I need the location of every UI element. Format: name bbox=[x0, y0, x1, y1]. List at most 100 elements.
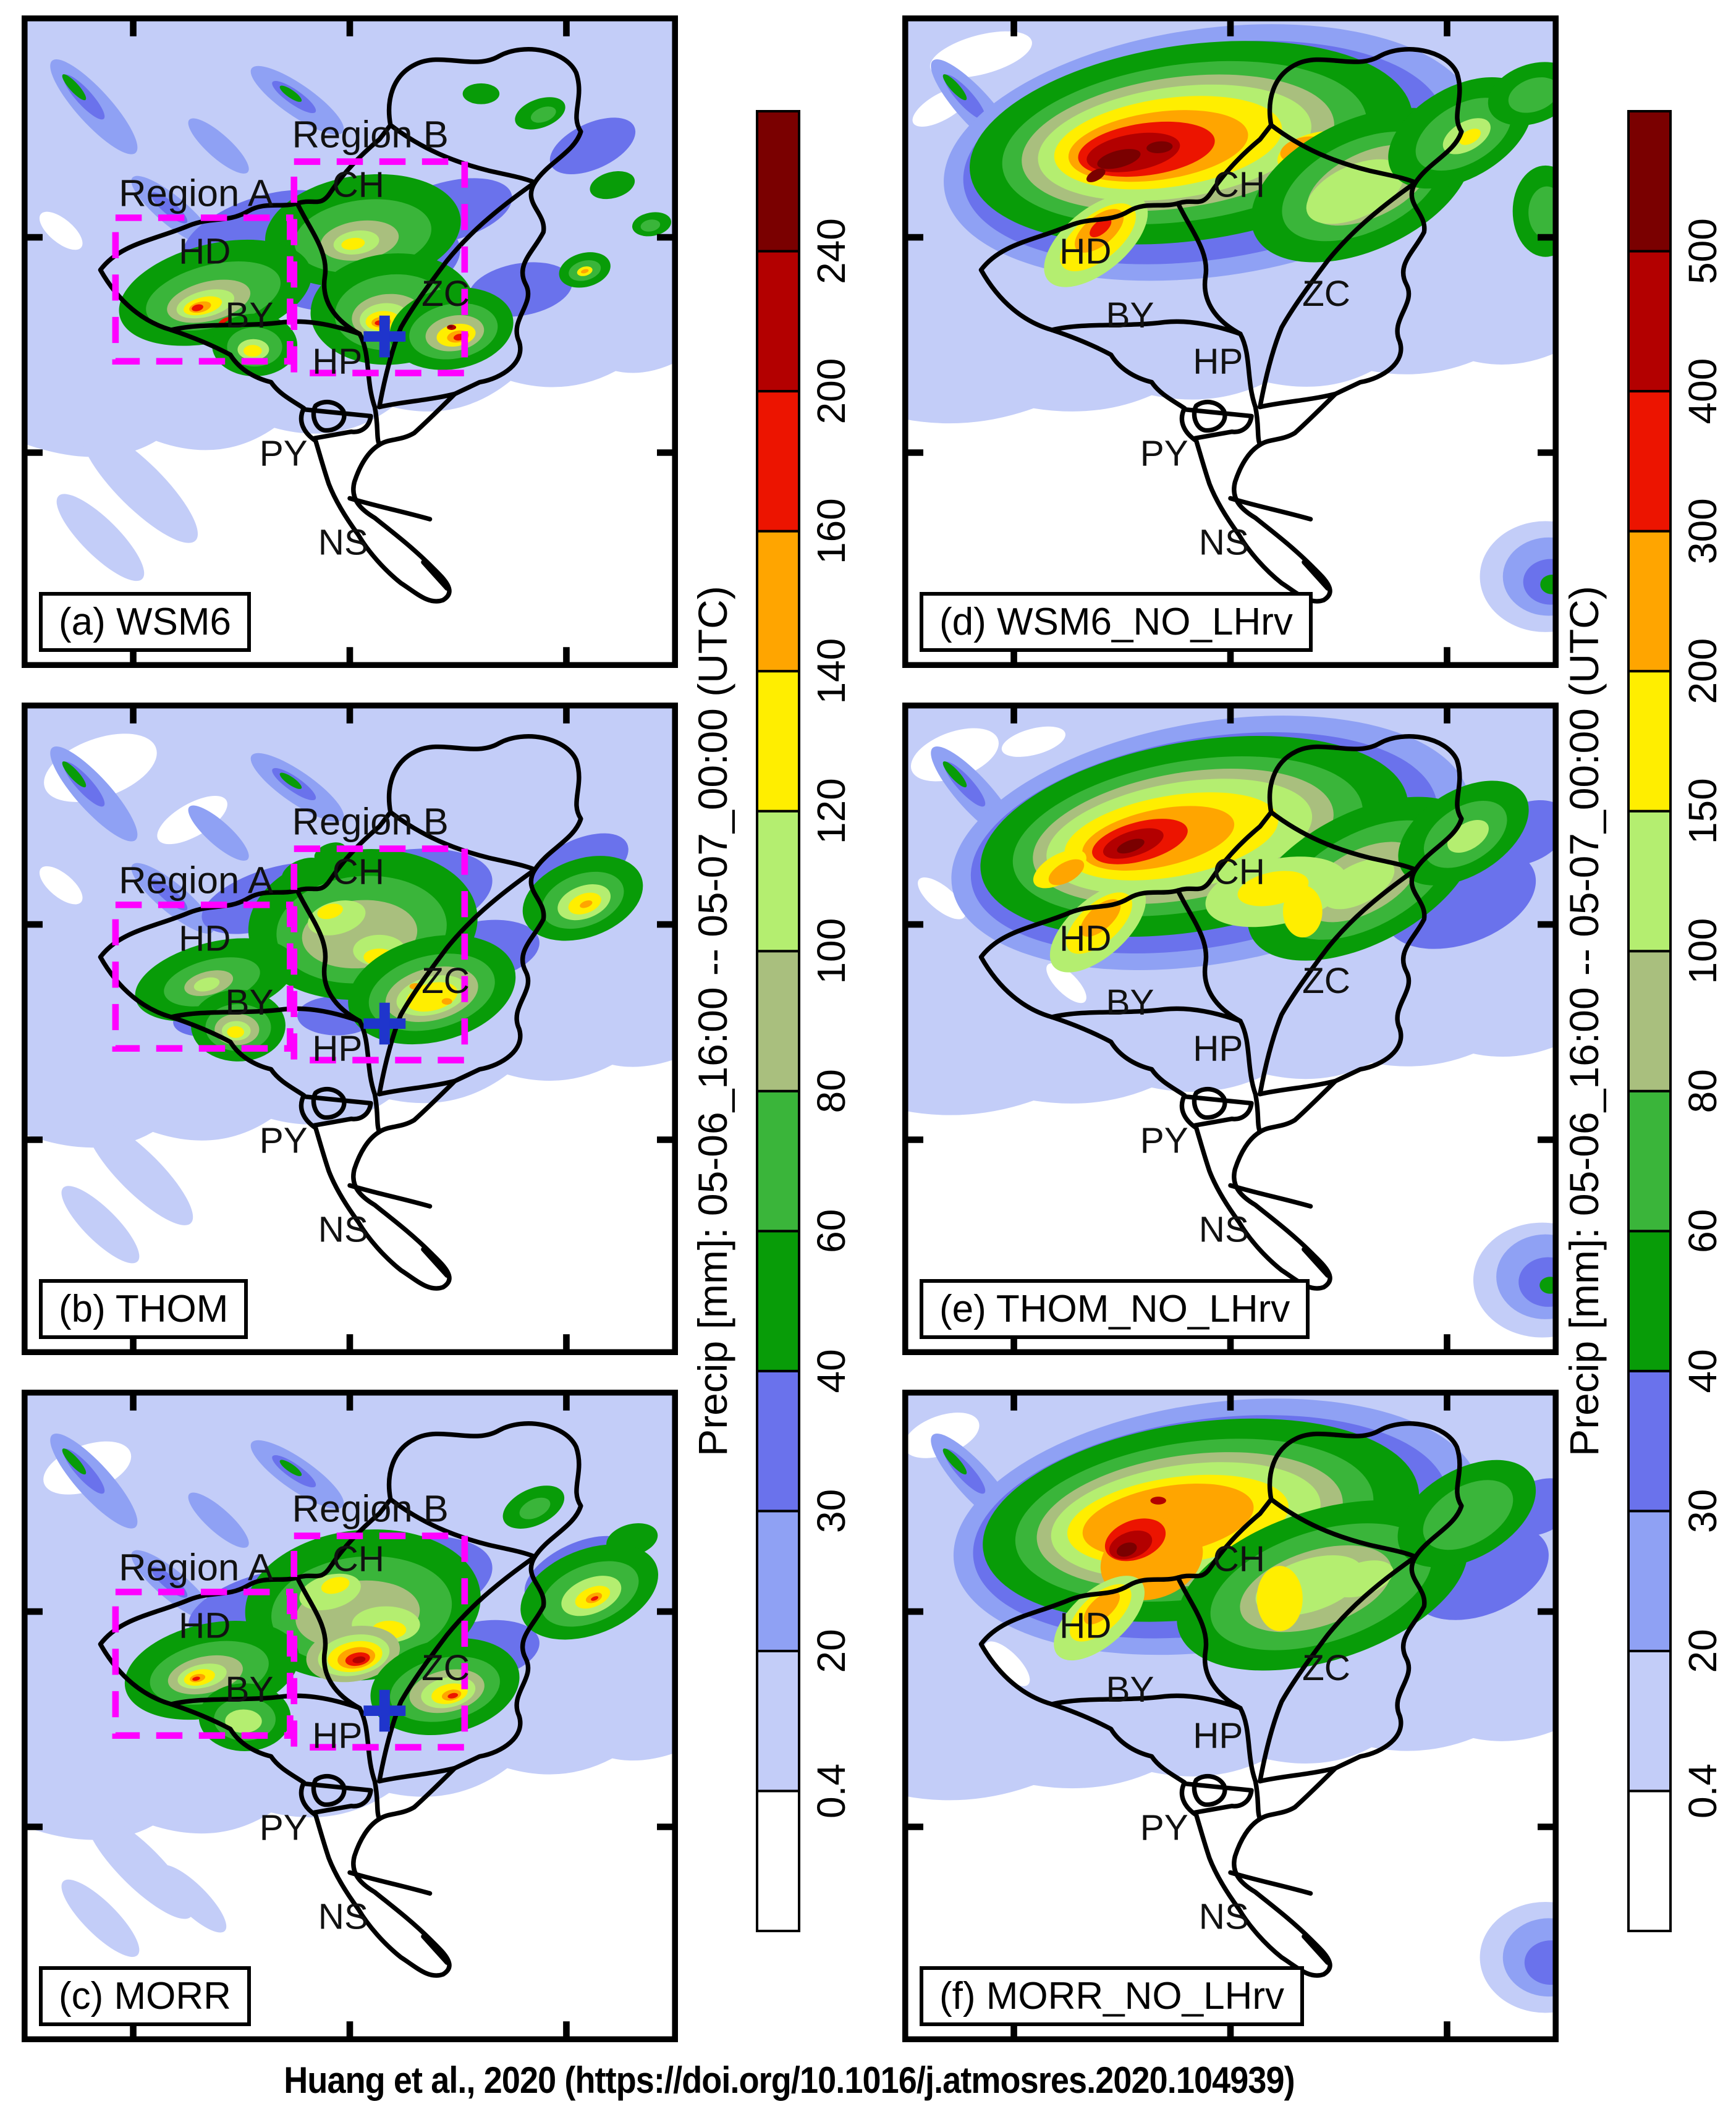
colorbar-left: 0.4 20 30 40 60 80 100 120 140 160 200 240 Precip [m… bbox=[690, 110, 853, 1932]
panel-b-map: Region A Region B CH HD BY ZC HP PY NS bbox=[22, 703, 678, 1355]
cross-marker bbox=[363, 1002, 406, 1045]
svg-text:160: 160 bbox=[809, 498, 853, 564]
district-label-PY: PY bbox=[1140, 434, 1188, 474]
region-box-b bbox=[290, 845, 468, 1063]
precip-field bbox=[902, 15, 1559, 632]
district-label-NS: NS bbox=[318, 522, 368, 562]
panel-e-map: CH HD BY ZC HP PY NS bbox=[902, 703, 1559, 1355]
svg-text:30: 30 bbox=[809, 1489, 853, 1533]
district-boundaries bbox=[98, 734, 583, 1291]
district-boundaries bbox=[98, 47, 583, 604]
region-box-a bbox=[112, 214, 294, 365]
svg-text:500: 500 bbox=[1680, 218, 1725, 284]
district-label-CH: CH bbox=[1213, 1539, 1265, 1579]
region-boxes: Region A Region B bbox=[112, 800, 468, 1063]
district-label-HD: HD bbox=[1059, 1605, 1111, 1646]
region-box-b bbox=[290, 1532, 468, 1751]
district-label-HP: HP bbox=[1193, 1716, 1243, 1756]
district-boundaries bbox=[978, 1421, 1464, 1978]
region-boxes: Region A Region B bbox=[112, 1487, 468, 1751]
district-label-BY: BY bbox=[226, 982, 274, 1023]
colorbar-left-segments bbox=[756, 110, 800, 1932]
svg-text:40: 40 bbox=[1680, 1349, 1725, 1393]
district-label-NS: NS bbox=[1199, 522, 1249, 562]
district-label-BY: BY bbox=[226, 1670, 274, 1710]
svg-text:20: 20 bbox=[1680, 1629, 1725, 1673]
district-label-BY: BY bbox=[1106, 982, 1154, 1023]
region-box-a bbox=[112, 1589, 294, 1739]
district-label-NS: NS bbox=[1199, 1896, 1249, 1937]
district-label-PY: PY bbox=[260, 1808, 308, 1848]
svg-text:140: 140 bbox=[809, 638, 853, 704]
district-label-PY: PY bbox=[1140, 1808, 1188, 1848]
colorbar-right-segments bbox=[1627, 110, 1672, 1932]
district-label-PY: PY bbox=[260, 434, 308, 474]
panel-c-map: Region A Region B CH HD BY ZC HP PY NS bbox=[22, 1390, 678, 2042]
district-label-ZC: ZC bbox=[421, 961, 470, 1001]
panel-e-label: (e) THOM_NO_LHrv bbox=[920, 1278, 1310, 1339]
panel-f-map: CH HD BY ZC HP PY NS bbox=[902, 1390, 1559, 2042]
svg-text:100: 100 bbox=[1680, 918, 1725, 984]
panel-e: CH HD BY ZC HP PY NS (e) THOM_NO_LHrv bbox=[902, 703, 1559, 1355]
district-boundaries bbox=[978, 47, 1464, 604]
svg-text:150: 150 bbox=[1680, 778, 1725, 844]
region-b-label: Region B bbox=[292, 800, 449, 843]
svg-text:80: 80 bbox=[809, 1069, 853, 1113]
district-label-HP: HP bbox=[1193, 342, 1243, 382]
district-label-HP: HP bbox=[312, 1716, 362, 1756]
svg-text:200: 200 bbox=[1680, 638, 1725, 704]
svg-text:300: 300 bbox=[1680, 498, 1725, 564]
panel-border bbox=[22, 703, 678, 1355]
district-label-ZC: ZC bbox=[1302, 1648, 1350, 1688]
cross-marker bbox=[363, 1689, 406, 1732]
svg-text:80: 80 bbox=[1680, 1069, 1725, 1113]
svg-text:120: 120 bbox=[809, 778, 853, 844]
district-label-CH: CH bbox=[332, 852, 384, 892]
svg-text:30: 30 bbox=[1680, 1489, 1725, 1533]
svg-text:60: 60 bbox=[809, 1209, 853, 1253]
svg-text:100: 100 bbox=[809, 918, 853, 984]
svg-text:240: 240 bbox=[809, 218, 853, 284]
district-label-NS: NS bbox=[318, 1209, 368, 1249]
district-label-HD: HD bbox=[179, 1605, 231, 1646]
district-boundaries bbox=[978, 734, 1464, 1291]
svg-text:60: 60 bbox=[1680, 1209, 1725, 1253]
district-label-ZC: ZC bbox=[1302, 961, 1350, 1001]
district-label-ZC: ZC bbox=[421, 274, 470, 314]
district-label-CH: CH bbox=[332, 1539, 384, 1579]
panel-border bbox=[22, 15, 678, 668]
district-label-CH: CH bbox=[1213, 165, 1265, 205]
colorbar-left-tick-labels: 0.4 20 30 40 60 80 100 120 140 160 200 240 bbox=[809, 218, 853, 1819]
svg-text:40: 40 bbox=[809, 1349, 853, 1393]
district-label-HD: HD bbox=[179, 231, 231, 271]
panel-c: Region A Region B CH HD BY ZC HP PY NS (c) MORR bbox=[22, 1390, 678, 2042]
district-label-CH: CH bbox=[1213, 852, 1265, 892]
region-b-label: Region B bbox=[292, 1487, 449, 1530]
district-label-BY: BY bbox=[1106, 295, 1154, 336]
district-label-BY: BY bbox=[1106, 1670, 1154, 1710]
district-label-ZC: ZC bbox=[1302, 274, 1350, 314]
region-boxes: Region A Region B bbox=[112, 113, 468, 376]
precip-field bbox=[22, 15, 678, 581]
district-label-HD: HD bbox=[1059, 231, 1111, 271]
panel-a-map: Region A Region B CH HD BY ZC HP PY NS bbox=[22, 15, 678, 668]
colorbar-right-title: Precip [mm]: 05-06_16:00 -- 05-07_00:00 … bbox=[1561, 586, 1607, 1456]
region-a-label: Region A bbox=[119, 1547, 273, 1589]
district-label-HD: HD bbox=[179, 918, 231, 958]
panel-c-label: (c) MORR bbox=[39, 1966, 251, 2026]
region-a-label: Region A bbox=[119, 172, 273, 215]
district-label-PY: PY bbox=[1140, 1121, 1188, 1161]
panel-border bbox=[902, 15, 1559, 668]
panel-b: Region A Region B CH HD BY ZC HP PY NS (b) THOM bbox=[22, 703, 678, 1355]
colorbar-left-title: Precip [mm]: 05-06_16:00 -- 05-07_00:00 … bbox=[690, 586, 735, 1456]
region-a-label: Region A bbox=[119, 860, 273, 902]
panel-border bbox=[902, 1390, 1559, 2042]
region-box-a bbox=[112, 902, 294, 1052]
panel-d-label: (d) WSM6_NO_LHrv bbox=[920, 591, 1313, 652]
region-box-b bbox=[290, 158, 468, 376]
svg-text:20: 20 bbox=[809, 1629, 853, 1673]
district-label-HD: HD bbox=[1059, 918, 1111, 958]
svg-text:0.4: 0.4 bbox=[1680, 1764, 1725, 1819]
district-label-HP: HP bbox=[312, 342, 362, 382]
